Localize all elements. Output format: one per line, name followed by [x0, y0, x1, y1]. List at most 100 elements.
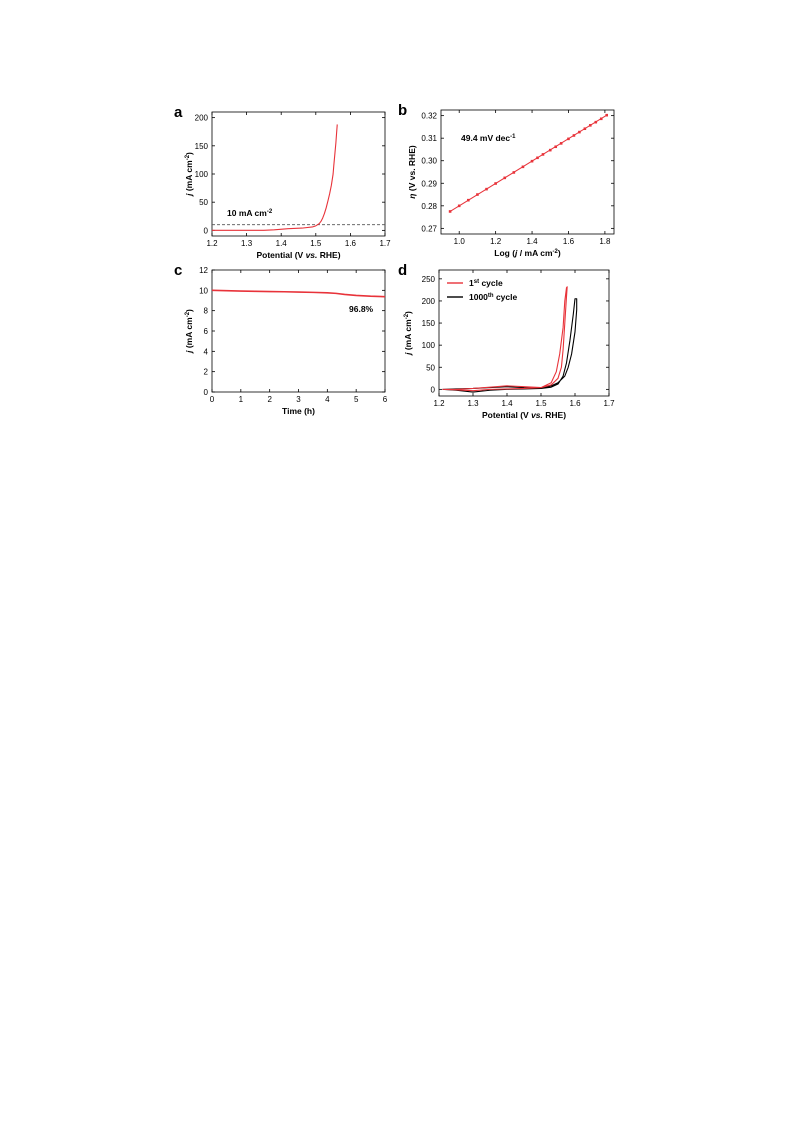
label-part: ) — [184, 152, 194, 155]
x-tick-label: 5 — [354, 395, 359, 404]
data-point — [536, 156, 539, 160]
x-tick-label: 1.0 — [454, 237, 466, 246]
panel-label: c — [174, 262, 182, 279]
panel-label: d — [398, 262, 407, 279]
x-tick-label: 1.6 — [563, 237, 575, 246]
y-tick-label: 0.27 — [421, 224, 437, 233]
x-tick-label: 1.2 — [490, 237, 502, 246]
x-tick-label: 1.6 — [345, 239, 357, 248]
data-point — [530, 159, 534, 163]
legend-label: 1st cycle — [469, 278, 503, 288]
label-part: -2 — [185, 311, 191, 317]
label-part: -1 — [510, 134, 516, 140]
data-point — [494, 182, 497, 185]
annotation: 96.8% — [349, 304, 374, 314]
y-tick-label: 10 — [199, 286, 208, 295]
label-part: Potential (V — [482, 410, 531, 420]
label-part: st — [474, 279, 479, 285]
y-tick-label: 4 — [204, 347, 209, 356]
panel-d: d 1.2 1.3 1.4 1.5 1.6 1.7 0 50 100 150 200 250 Potent… — [398, 262, 615, 420]
y-axis-label: j (mA cm-2) — [403, 311, 413, 356]
label-part: Potential (V — [256, 250, 305, 260]
label-part: ) — [184, 309, 194, 312]
label-part: RHE) — [543, 410, 566, 420]
y-tick-label: 50 — [426, 363, 435, 372]
x-tick-label: 1.3 — [241, 239, 253, 248]
y-tick-label: 2 — [204, 368, 209, 377]
x-tick-label: 1.7 — [603, 399, 615, 408]
y-tick-label: 0.32 — [421, 112, 437, 121]
panel-label: a — [174, 104, 183, 121]
x-tick-label: 1.4 — [501, 399, 513, 408]
x-axis-label: Log (j / mA cm-2) — [494, 248, 561, 258]
label-part: j — [514, 248, 518, 258]
data-point — [548, 148, 552, 152]
data-point — [476, 193, 479, 196]
x-tick-label: 1.5 — [535, 399, 547, 408]
label-part: / mA cm — [517, 248, 553, 258]
x-tick-label: 1.2 — [206, 239, 218, 248]
series-line-0 — [212, 124, 338, 231]
tafel-fit-line — [449, 114, 607, 212]
label-part: η — [407, 193, 417, 198]
label-part: (V vs. RHE) — [407, 145, 417, 193]
data-point — [485, 187, 488, 191]
label-part: 1000 — [469, 292, 488, 302]
label-part: j — [184, 193, 194, 197]
y-axis-label: η (V vs. RHE) — [407, 145, 417, 199]
y-tick-label: 0 — [204, 226, 209, 235]
y-tick-label: 200 — [422, 297, 436, 306]
x-tick-label: 1.3 — [467, 399, 479, 408]
label-part: 96.8% — [349, 304, 374, 314]
label-part: vs. — [306, 250, 318, 260]
data-point — [448, 210, 452, 213]
y-axis-label: j (mA cm-2) — [184, 152, 194, 197]
y-tick-label: 200 — [195, 114, 209, 123]
data-point — [541, 153, 545, 156]
data-point — [467, 198, 470, 202]
series-line-1 — [442, 286, 568, 392]
y-tick-label: 0 — [204, 388, 209, 397]
data-point — [554, 145, 558, 149]
data-point — [605, 113, 609, 117]
y-tick-label: 150 — [422, 319, 436, 328]
y-tick-label: 0.29 — [421, 179, 437, 188]
series-line-0 — [212, 289, 385, 298]
data-point — [521, 165, 525, 169]
x-tick-label: 3 — [296, 395, 301, 404]
label-part: Time (h) — [282, 406, 315, 416]
data-point — [589, 124, 592, 127]
x-tick-label: 1.7 — [379, 239, 391, 248]
label-part: 10 mA cm — [227, 208, 267, 218]
label-part: ) — [558, 248, 561, 258]
data-point — [512, 171, 516, 174]
label-part: ) — [403, 311, 413, 314]
y-tick-label: 0 — [431, 385, 436, 394]
y-tick-label: 50 — [199, 198, 208, 207]
y-tick-label: 100 — [422, 341, 436, 350]
label-part: j — [184, 350, 194, 354]
y-tick-label: 0.30 — [421, 157, 437, 166]
x-tick-label: 1.5 — [310, 239, 322, 248]
panel-label: b — [398, 102, 407, 119]
data-point — [594, 120, 598, 124]
label-part: 1 — [469, 278, 474, 288]
y-tick-label: 6 — [204, 327, 209, 336]
label-part: j — [403, 352, 413, 356]
x-tick-label: 1.8 — [599, 237, 611, 246]
y-tick-label: 12 — [199, 266, 208, 275]
x-tick-label: 6 — [383, 395, 388, 404]
x-tick-label: 0 — [210, 395, 215, 404]
plot-frame — [440, 109, 615, 235]
data-point — [599, 117, 603, 121]
label-part: (mA cm — [403, 319, 413, 353]
label-part: RHE) — [317, 250, 340, 260]
annotation: 10 mA cm-2 — [227, 208, 273, 218]
y-tick-label: 150 — [195, 142, 209, 151]
x-tick-label: 1.6 — [569, 399, 581, 408]
y-tick-label: 100 — [195, 170, 209, 179]
y-tick-label: 8 — [204, 307, 209, 316]
data-point — [457, 204, 461, 208]
